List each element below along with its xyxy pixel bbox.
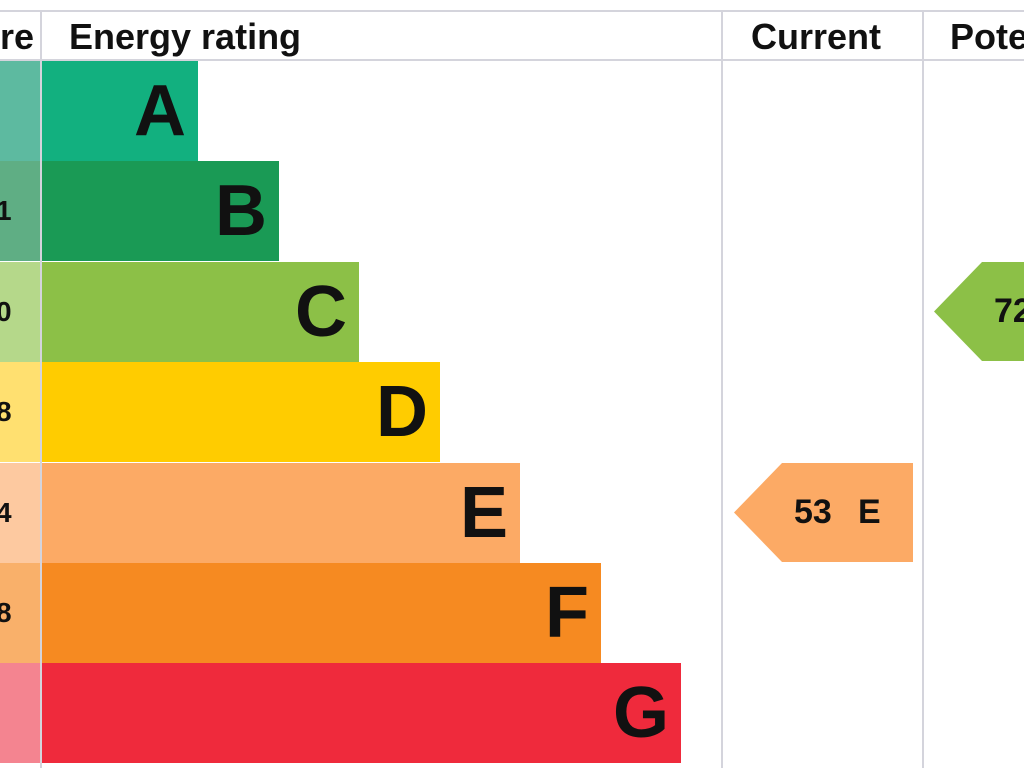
- header-score: re: [0, 16, 35, 57]
- rating-letter: F: [545, 573, 589, 653]
- rating-bar: [42, 161, 279, 262]
- score-label: 1: [0, 195, 12, 227]
- score-label: 8: [0, 597, 12, 628]
- score-cell: [0, 362, 40, 463]
- rating-bar: [42, 261, 359, 362]
- rating-bar: [42, 663, 681, 764]
- rating-letter: E: [459, 472, 508, 553]
- score-label: 4: [0, 496, 12, 528]
- header-potential: Pote: [950, 16, 1024, 57]
- header-bottom-border: [0, 59, 1024, 61]
- rating-letter: A: [134, 71, 186, 151]
- column-divider: [40, 12, 42, 768]
- score-cell: [0, 261, 40, 362]
- score-cell: [0, 663, 40, 764]
- arrow-shape: [734, 462, 913, 562]
- rating-bar: [42, 563, 601, 663]
- rating-letter: D: [376, 372, 428, 453]
- column-divider: [922, 12, 924, 768]
- score-label: 8: [0, 396, 12, 428]
- arrow-shape: [934, 261, 1024, 361]
- rating-bar: [42, 61, 198, 161]
- score-cell: [0, 61, 40, 161]
- rating-bar: [42, 362, 440, 463]
- current-rating-arrow: 53 E: [734, 462, 913, 562]
- rating-bar: [42, 462, 520, 563]
- rating-letter: G: [612, 673, 669, 754]
- column-divider: [721, 12, 723, 768]
- arrow-label: E: [858, 493, 881, 531]
- arrow-label: 72: [994, 292, 1024, 330]
- rating-letter: C: [295, 271, 347, 352]
- arrow-label: 53: [794, 493, 832, 531]
- score-cell: [0, 563, 40, 663]
- score-cell: [0, 161, 40, 262]
- header-current: Current: [751, 16, 882, 57]
- potential-rating-arrow: 72: [934, 261, 1024, 361]
- score-cell: [0, 462, 40, 563]
- score-label: 0: [0, 295, 12, 327]
- header-energy-rating: Energy rating: [69, 16, 302, 57]
- header-top-border: [0, 10, 1024, 12]
- rating-letter: B: [215, 171, 267, 252]
